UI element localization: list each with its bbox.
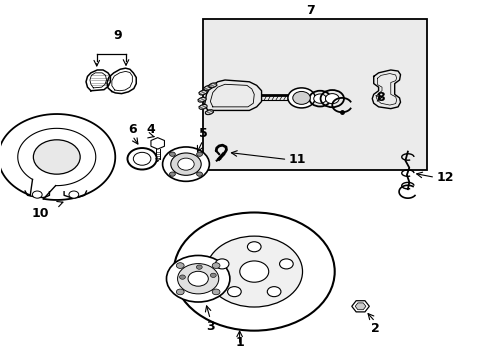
Circle shape — [287, 88, 315, 108]
Circle shape — [170, 153, 201, 175]
Text: 6: 6 — [128, 122, 136, 135]
Text: 1: 1 — [235, 336, 244, 349]
Circle shape — [179, 275, 185, 279]
Text: 10: 10 — [32, 207, 49, 220]
Bar — [203, 19, 427, 170]
Ellipse shape — [205, 110, 213, 115]
Circle shape — [279, 259, 293, 269]
Text: 8: 8 — [375, 91, 384, 104]
Circle shape — [176, 289, 184, 295]
Circle shape — [169, 172, 175, 176]
Text: 2: 2 — [370, 323, 379, 336]
Circle shape — [267, 287, 281, 297]
Text: 12: 12 — [435, 171, 453, 184]
Circle shape — [188, 271, 208, 286]
Ellipse shape — [199, 104, 207, 109]
Circle shape — [196, 172, 202, 176]
Circle shape — [69, 191, 79, 198]
Circle shape — [173, 212, 334, 330]
Circle shape — [196, 265, 202, 269]
Circle shape — [325, 94, 338, 104]
Ellipse shape — [199, 90, 207, 95]
Circle shape — [177, 264, 218, 294]
Text: 11: 11 — [288, 153, 305, 166]
Circle shape — [215, 259, 228, 269]
Circle shape — [313, 94, 326, 103]
Circle shape — [227, 287, 241, 297]
Circle shape — [176, 263, 184, 269]
Text: 4: 4 — [146, 122, 155, 135]
Circle shape — [196, 152, 202, 156]
Circle shape — [178, 158, 194, 170]
Ellipse shape — [203, 85, 212, 90]
Circle shape — [210, 273, 216, 278]
Text: 5: 5 — [198, 127, 207, 140]
Circle shape — [212, 263, 220, 269]
Circle shape — [33, 140, 80, 174]
Text: 9: 9 — [113, 30, 122, 42]
Circle shape — [166, 256, 229, 302]
Circle shape — [169, 152, 175, 156]
Ellipse shape — [198, 97, 206, 102]
Text: 7: 7 — [305, 4, 314, 17]
Circle shape — [205, 236, 302, 307]
Circle shape — [292, 91, 310, 104]
Circle shape — [239, 261, 268, 282]
Circle shape — [212, 289, 220, 295]
Circle shape — [247, 242, 261, 252]
Circle shape — [32, 191, 42, 198]
Text: 3: 3 — [205, 320, 214, 333]
Ellipse shape — [208, 83, 217, 88]
Circle shape — [162, 147, 209, 181]
